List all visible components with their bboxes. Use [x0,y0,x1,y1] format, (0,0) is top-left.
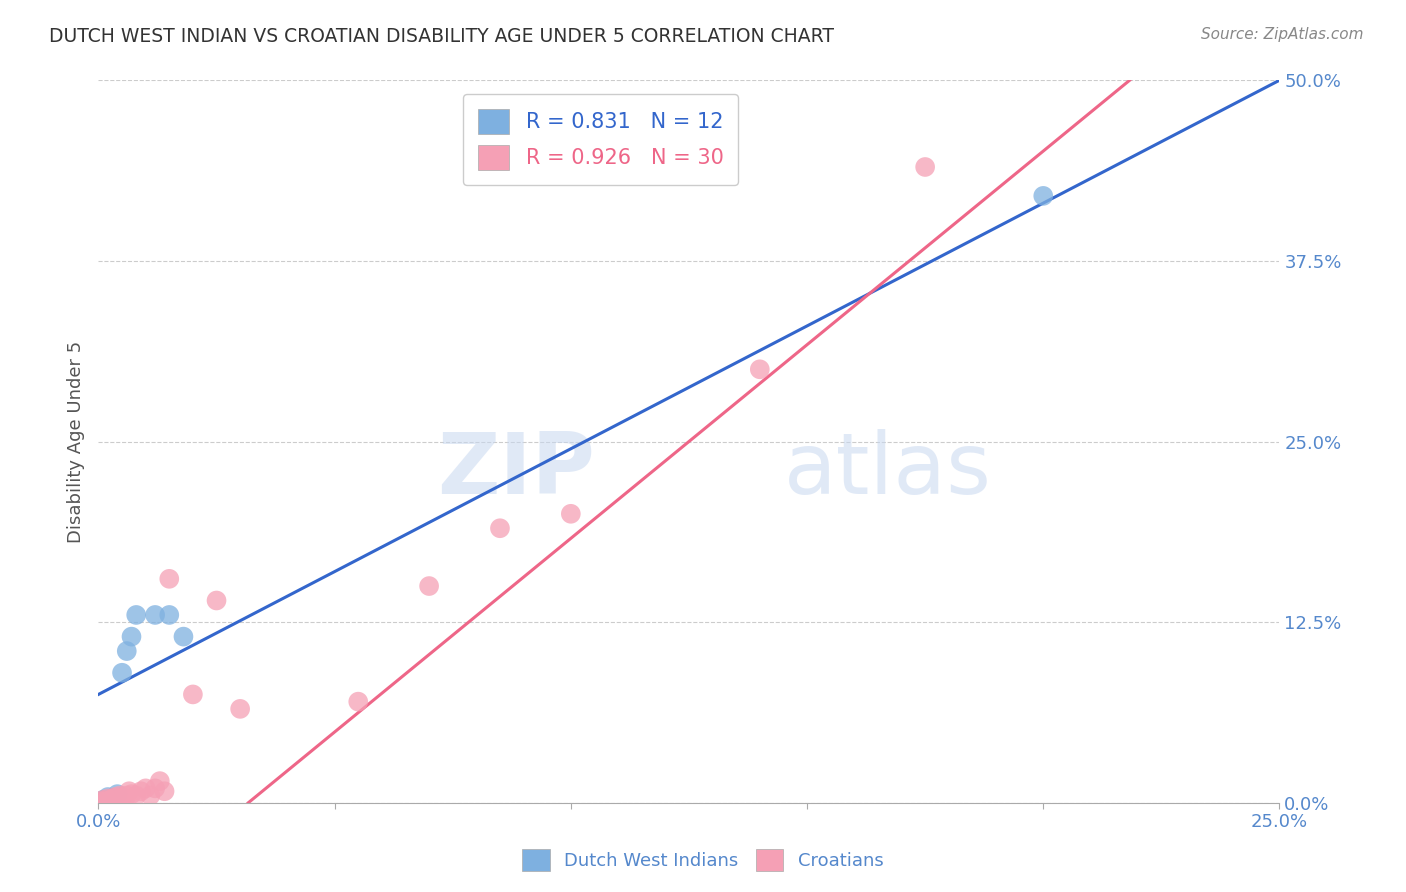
Point [91,793,114,807]
Point [1032,189,1054,203]
Text: ZIP: ZIP [437,429,595,512]
Point [98,793,121,807]
Point [748,362,770,376]
Point [157,607,180,622]
Point [418,579,440,593]
Point [91,793,114,807]
Point [129,784,152,798]
Point [143,607,166,622]
Point [108,789,131,803]
Point [181,687,204,701]
Point [121,787,143,801]
Point [489,521,512,535]
Y-axis label: Disability Age Under 5: Disability Age Under 5 [66,341,84,542]
Point [135,781,157,796]
Point [105,793,128,807]
Point [560,507,582,521]
Point [205,593,228,607]
Point [111,665,134,680]
Point [121,630,143,644]
Point [139,789,162,803]
Point [101,791,124,805]
Point [229,702,252,716]
Text: DUTCH WEST INDIAN VS CROATIAN DISABILITY AGE UNDER 5 CORRELATION CHART: DUTCH WEST INDIAN VS CROATIAN DISABILITY… [49,27,834,45]
Point [101,791,124,805]
Point [153,784,176,798]
Point [97,790,120,805]
Point [143,781,166,796]
Point [97,791,120,805]
Point [90,794,112,808]
Point [104,790,127,805]
Text: Source: ZipAtlas.com: Source: ZipAtlas.com [1201,27,1364,42]
Point [94,794,117,808]
Point [914,160,936,174]
Point [149,774,172,789]
Point [125,607,148,622]
Point [172,630,194,644]
Legend: R = 0.831   N = 12, R = 0.926   N = 30: R = 0.831 N = 12, R = 0.926 N = 30 [463,95,738,185]
Point [105,787,128,801]
Point [115,789,138,803]
Point [115,644,138,658]
Point [118,784,141,798]
Point [111,790,134,805]
Legend: Dutch West Indians, Croatians: Dutch West Indians, Croatians [515,842,891,879]
Point [125,789,148,803]
Point [347,695,370,709]
Text: atlas: atlas [783,429,991,512]
Point [157,572,180,586]
